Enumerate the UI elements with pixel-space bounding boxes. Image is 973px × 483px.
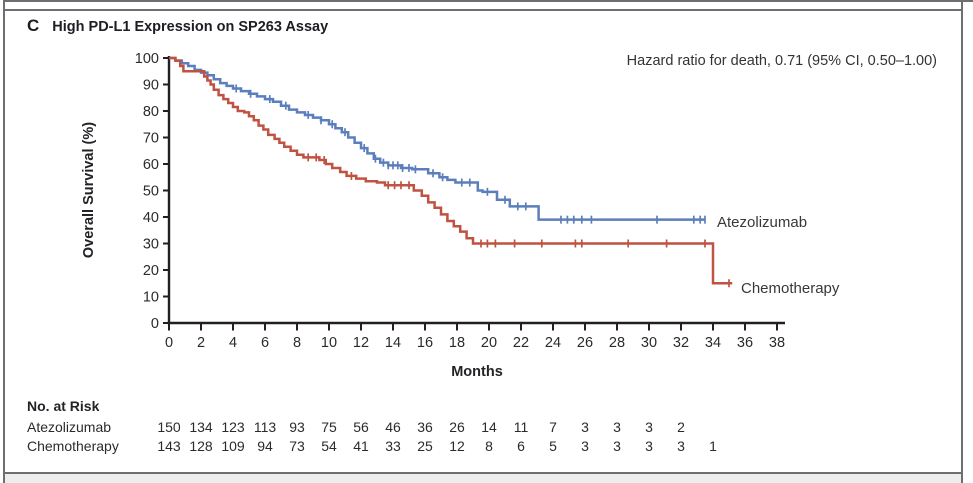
x-tick-label: 0 bbox=[165, 335, 173, 351]
x-tick-label: 20 bbox=[481, 335, 497, 351]
risk-value: 3 bbox=[613, 438, 621, 454]
y-tick-label: 60 bbox=[143, 157, 159, 173]
y-tick-label: 30 bbox=[143, 237, 159, 253]
x-tick-label: 30 bbox=[641, 335, 657, 351]
risk-value: 5 bbox=[549, 438, 557, 454]
risk-value: 3 bbox=[645, 438, 653, 454]
hazard-ratio-annotation: Hazard ratio for death, 0.71 (95% CI, 0.… bbox=[626, 53, 937, 69]
x-tick-label: 6 bbox=[261, 335, 269, 351]
risk-value: 1 bbox=[709, 438, 717, 454]
x-tick-label: 2 bbox=[197, 335, 205, 351]
risk-value: 73 bbox=[289, 438, 305, 454]
next-panel-strip bbox=[5, 474, 961, 483]
panel-border-bottom bbox=[3, 472, 963, 474]
risk-value: 3 bbox=[581, 419, 589, 435]
risk-value: 26 bbox=[449, 419, 465, 435]
risk-value: 3 bbox=[613, 419, 621, 435]
risk-value: 6 bbox=[517, 438, 525, 454]
risk-value: 3 bbox=[645, 419, 653, 435]
y-tick-label: 90 bbox=[143, 78, 159, 94]
x-tick-label: 24 bbox=[545, 335, 561, 351]
risk-value: 36 bbox=[417, 419, 433, 435]
y-tick-label: 0 bbox=[151, 316, 159, 332]
y-tick-label: 70 bbox=[143, 131, 159, 147]
risk-value: 143 bbox=[157, 438, 181, 454]
x-tick-label: 28 bbox=[609, 335, 625, 351]
risk-value: 41 bbox=[353, 438, 369, 454]
panel-letter: C bbox=[27, 16, 40, 35]
y-axis-title: Overall Survival (%) bbox=[81, 121, 97, 259]
x-tick-label: 22 bbox=[513, 335, 529, 351]
x-tick-label: 34 bbox=[705, 335, 721, 351]
panel-header: C High PD-L1 Expression on SP263 Assay bbox=[27, 16, 328, 36]
risk-value: 94 bbox=[257, 438, 273, 454]
risk-value: 2 bbox=[677, 419, 685, 435]
risk-value: 123 bbox=[221, 419, 245, 435]
risk-value: 75 bbox=[321, 419, 337, 435]
x-tick-label: 32 bbox=[673, 335, 689, 351]
risk-value: 56 bbox=[353, 419, 369, 435]
risk-value: 14 bbox=[481, 419, 497, 435]
risk-value: 7 bbox=[549, 419, 557, 435]
x-tick-label: 12 bbox=[353, 335, 369, 351]
survival-curve-chemotherapy bbox=[169, 56, 733, 285]
risk-value: 3 bbox=[677, 438, 685, 454]
risk-row-atezolizumab: Atezolizumab 150 134 123 113 93 75 56 46 36 26 14 1… bbox=[0, 419, 973, 436]
risk-value: 3 bbox=[581, 438, 589, 454]
panel-border-right bbox=[961, 0, 963, 483]
y-tick-label: 50 bbox=[143, 184, 159, 200]
risk-value: 33 bbox=[385, 438, 401, 454]
risk-value: 54 bbox=[321, 438, 337, 454]
y-tick-label: 10 bbox=[143, 290, 159, 306]
risk-value: 12 bbox=[449, 438, 465, 454]
top-edge-rule bbox=[4, 0, 973, 2]
risk-value: 128 bbox=[189, 438, 213, 454]
y-tick-label: 40 bbox=[143, 210, 159, 226]
risk-value: 113 bbox=[253, 419, 277, 435]
y-tick-label: 80 bbox=[143, 104, 159, 120]
x-tick-label: 18 bbox=[449, 335, 465, 351]
survival-curve-atezolizumab bbox=[169, 56, 705, 221]
risk-table-title: No. at Risk bbox=[27, 398, 100, 414]
risk-value: 150 bbox=[157, 419, 181, 435]
x-tick-label: 26 bbox=[577, 335, 593, 351]
panel-border-left bbox=[3, 0, 5, 483]
risk-value: 134 bbox=[189, 419, 213, 435]
y-tick-label: 20 bbox=[143, 263, 159, 279]
x-axis-title: Months bbox=[451, 364, 503, 380]
risk-value: 93 bbox=[289, 419, 305, 435]
risk-row-chemotherapy: Chemotherapy 143 128 109 94 73 54 41 33 25 12 8 6 5 3… bbox=[0, 438, 973, 455]
risk-value: 109 bbox=[221, 438, 245, 454]
x-tick-label: 14 bbox=[385, 335, 401, 351]
series-label-chemotherapy: Chemotherapy bbox=[741, 280, 840, 297]
risk-row-label: Atezolizumab bbox=[27, 419, 112, 435]
risk-value: 46 bbox=[385, 419, 401, 435]
x-tick-label: 8 bbox=[293, 335, 301, 351]
risk-value: 11 bbox=[513, 419, 529, 435]
x-tick-label: 16 bbox=[417, 335, 433, 351]
panel-border-top bbox=[3, 9, 963, 11]
x-tick-label: 10 bbox=[321, 335, 337, 351]
panel-title: High PD-L1 Expression on SP263 Assay bbox=[52, 19, 329, 35]
y-tick-label: 100 bbox=[135, 51, 159, 67]
x-tick-label: 4 bbox=[229, 335, 237, 351]
x-tick-label: 36 bbox=[737, 335, 753, 351]
risk-value: 8 bbox=[485, 438, 493, 454]
risk-row-label: Chemotherapy bbox=[27, 438, 119, 454]
x-tick-label: 38 bbox=[769, 335, 785, 351]
risk-value: 25 bbox=[417, 438, 433, 454]
series-label-atezolizumab: Atezolizumab bbox=[717, 214, 808, 231]
